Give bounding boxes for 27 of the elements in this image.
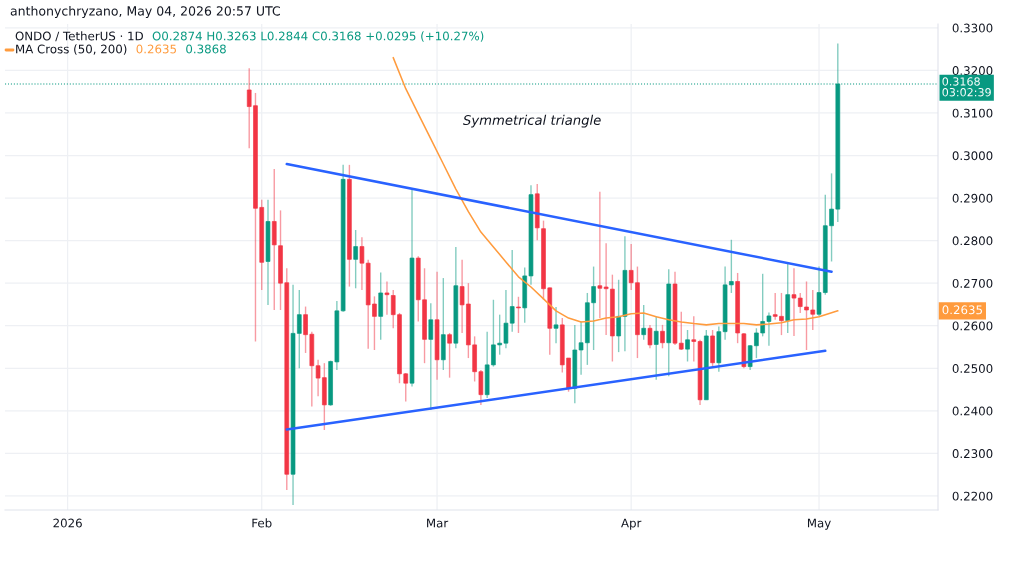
text: 0.2635: [942, 305, 983, 315]
y-tick-label: 0.2200: [952, 491, 993, 501]
y-tick-label: 0.2700: [952, 278, 993, 288]
x-tick-label: Apr: [621, 518, 642, 530]
y-tick-label: 0.2300: [952, 449, 993, 459]
annotation: 0.3868: [186, 44, 226, 54]
annotation: O0.2874 H0.3263 L0.2844 C0.3168 +0.0295 (+10.27%): [152, 31, 484, 42]
text: 03:02:39: [942, 88, 991, 97]
annotation: Symmetrical triangle: [463, 114, 601, 128]
x-tick-label: May: [807, 518, 831, 530]
y-tick-label: 0.3100: [952, 108, 993, 118]
y-tick-label: 0.2500: [952, 364, 993, 373]
y-tick-label: 0.2800: [952, 236, 993, 246]
y-tick-label: 0.2900: [952, 193, 993, 203]
annotation: 0.2635: [136, 44, 176, 54]
y-tick-label: 0.3300: [952, 23, 993, 33]
ref-line-label: 0.3168: [942, 77, 980, 86]
y-tick-label: 0.3000: [952, 151, 993, 161]
y-tick-label: 0.2400: [952, 406, 993, 416]
y-tick-label: 0.3200: [952, 66, 993, 76]
y-tick-label: 0.2600: [952, 321, 993, 331]
legend-label: MA Cross (50, 200): [16, 44, 127, 55]
text: ONDO / TetherUS · 1D: [15, 31, 143, 42]
x-tick-label: Mar: [427, 518, 449, 528]
x-tick-label: 2026: [53, 518, 82, 528]
chart-subtitle: anthonychryzano, May 04, 2026 20:57 UTC: [10, 5, 280, 19]
x-tick-label: Feb: [252, 518, 272, 528]
